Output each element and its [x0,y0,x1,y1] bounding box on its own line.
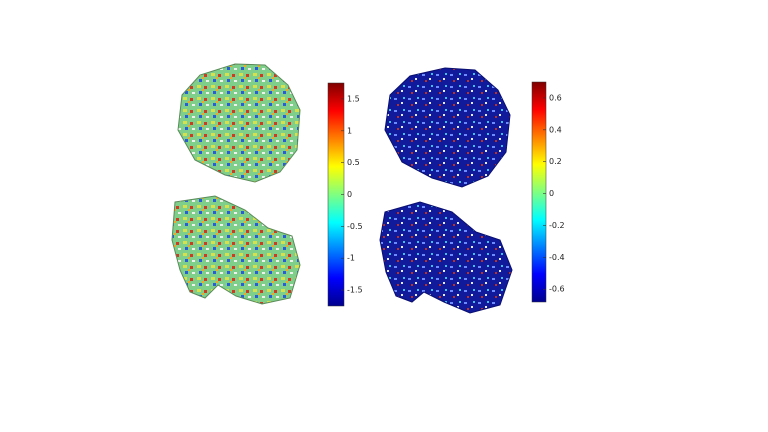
surface-top-left [177,63,301,183]
surface-top-right [384,67,511,188]
tick-label: -0.6 [549,285,565,294]
tick-label: -1.5 [347,286,363,295]
tick-label: 1 [347,126,352,135]
tick-label: -1 [347,254,355,263]
tick-label: 0.6 [549,93,562,102]
surface-bottom-right [379,201,513,314]
tick-label: 0 [347,190,352,199]
tick-label: 1.5 [347,94,360,103]
tick-label: 0.2 [549,157,562,166]
tick-label: -0.2 [549,221,565,230]
tick-label: -0.4 [549,253,565,262]
tick-label: 0.4 [549,125,562,134]
tick-label: -0.5 [347,222,363,231]
colorbar [531,81,547,303]
surface-bottom-left [171,195,301,305]
tick-label: 0 [549,189,554,198]
tick-label: 0.5 [347,158,360,167]
